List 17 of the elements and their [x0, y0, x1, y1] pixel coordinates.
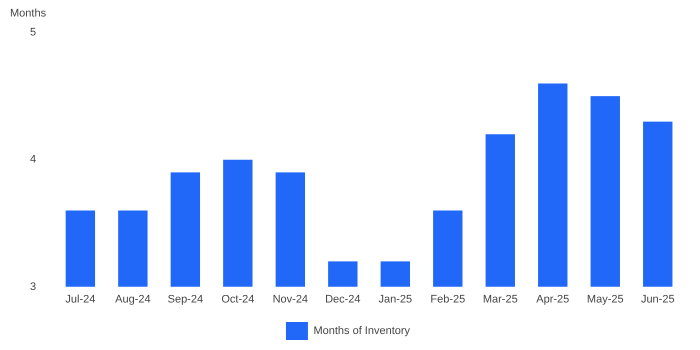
legend-label: Months of Inventory — [313, 325, 411, 338]
x-tick-label: Jun-25 — [640, 293, 675, 306]
x-tick-label: Apr-25 — [536, 293, 570, 306]
y-tick-label: 4 — [30, 154, 36, 166]
x-tick-label: Oct-24 — [221, 293, 254, 306]
x-tick-label: Jul-24 — [65, 293, 96, 306]
x-tick-label: Aug-24 — [115, 293, 151, 306]
x-tick-label: May-25 — [586, 293, 624, 306]
y-tick-label: 3 — [30, 280, 36, 293]
x-tick-label: Feb-25 — [430, 293, 466, 306]
y-tick-label: 5 — [30, 26, 36, 39]
x-tick-label: Mar-25 — [482, 293, 518, 306]
x-tick-label: Dec-24 — [325, 293, 361, 306]
y-axis-title: Months — [10, 8, 47, 20]
x-tick-label: Nov-24 — [272, 293, 308, 306]
x-tick-label: Sep-24 — [168, 293, 204, 306]
x-tick-label: Jan-25 — [378, 293, 412, 306]
